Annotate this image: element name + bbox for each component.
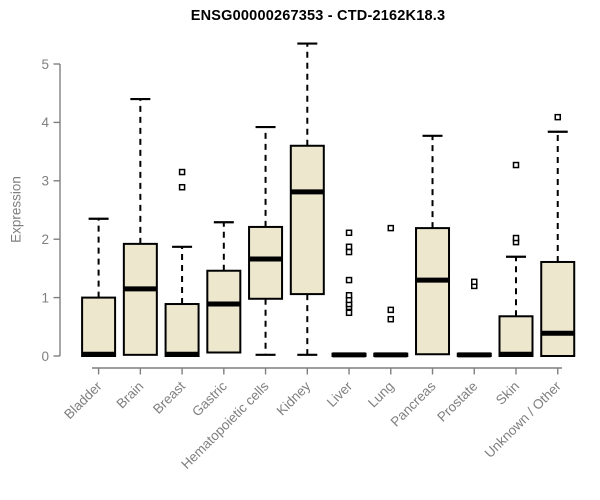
- outlier-marker: [387, 224, 395, 232]
- outlier-marker: [345, 292, 353, 299]
- y-tick-label: 1: [41, 290, 49, 305]
- x-tick-label-prostate: Prostate: [434, 379, 480, 425]
- y-tick-label: 5: [41, 57, 49, 72]
- outlier-marker: [387, 315, 395, 323]
- iqr-box: [122, 242, 158, 356]
- x-tick-label-liver: Liver: [324, 378, 356, 410]
- box-group-bladder: [81, 217, 117, 358]
- box-group-brain: [122, 97, 158, 356]
- x-tick-label-pancreas: Pancreas: [388, 378, 439, 429]
- outlier-marker: [512, 234, 520, 242]
- box-group-skin: [498, 161, 534, 357]
- iqr-box: [164, 303, 200, 357]
- outlier-marker: [471, 278, 478, 286]
- box-group-gastric: [206, 221, 242, 354]
- x-tick-label-breast: Breast: [150, 378, 188, 416]
- x-tick-label-unknown-other: Unknown / Other: [482, 378, 565, 461]
- box-group-prostate: [456, 278, 492, 358]
- box-group-lung: [373, 224, 409, 358]
- y-tick-label: 0: [41, 349, 49, 364]
- x-tick-label-skin: Skin: [493, 379, 522, 408]
- iqr-box: [81, 296, 117, 358]
- x-tick-label-gastric: Gastric: [189, 378, 230, 419]
- outlier-marker: [178, 168, 186, 176]
- box-group-hematopoietic-cells: [248, 125, 284, 356]
- outlier-marker: [554, 113, 561, 121]
- y-axis-label: Expression: [8, 176, 24, 243]
- outlier-marker: [345, 248, 353, 256]
- iqr-box: [206, 269, 242, 354]
- x-tick-label-bladder: Bladder: [61, 378, 105, 422]
- iqr-box: [540, 260, 576, 358]
- outlier-marker: [345, 276, 353, 284]
- iqr-box: [415, 227, 451, 356]
- chart-title: ENSG00000267353 - CTD-2162K18.3: [190, 8, 446, 24]
- iqr-box: [248, 225, 284, 300]
- x-tick-label-brain: Brain: [114, 379, 147, 412]
- y-tick-label: 3: [41, 174, 49, 189]
- iqr-box: [498, 315, 534, 357]
- box-group-pancreas: [415, 134, 451, 356]
- outlier-marker: [345, 309, 353, 317]
- outlier-marker: [512, 161, 520, 169]
- y-tick-label: 2: [41, 232, 49, 247]
- x-tick-label-lung: Lung: [365, 379, 397, 411]
- iqr-box: [289, 144, 325, 296]
- x-tick-label-kidney: Kidney: [274, 378, 314, 418]
- outlier-marker: [345, 243, 353, 251]
- outlier-marker: [178, 183, 186, 191]
- y-tick-label: 4: [41, 115, 49, 130]
- box-group-liver: [331, 229, 367, 358]
- box-group-breast: [164, 168, 200, 357]
- outlier-marker: [387, 306, 395, 314]
- box-group-kidney: [289, 42, 325, 356]
- outlier-marker: [345, 229, 353, 237]
- box-group-unknown-other: [540, 113, 576, 358]
